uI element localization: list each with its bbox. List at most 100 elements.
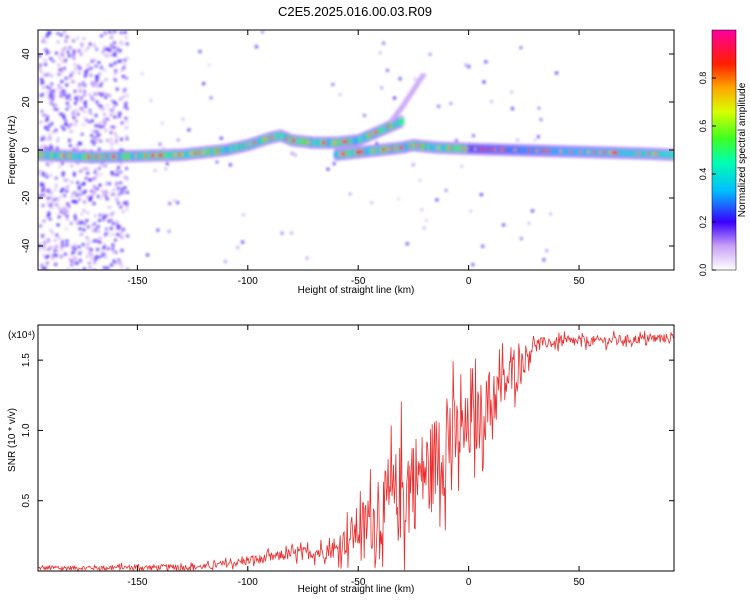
spectrogram-cell bbox=[90, 139, 94, 143]
spectrogram-cell bbox=[66, 178, 70, 182]
spectrogram-cell bbox=[70, 194, 74, 198]
spectrogram-cell bbox=[112, 259, 116, 263]
spectrogram-cell bbox=[89, 189, 93, 193]
spectrogram-cell bbox=[99, 34, 103, 38]
spectrogram-cell bbox=[56, 139, 60, 143]
spectrogram-cell bbox=[95, 174, 99, 178]
spectrogram-cell bbox=[103, 112, 107, 116]
spectrogram-cell bbox=[88, 93, 92, 97]
spectrogram-cell bbox=[110, 99, 114, 103]
spectrogram-cell bbox=[77, 84, 81, 88]
spectrogram-cell bbox=[50, 74, 54, 78]
spectrogram-ytick-label: -40 bbox=[21, 238, 32, 253]
spectrogram-cell bbox=[41, 39, 45, 43]
spectrogram-cell bbox=[42, 73, 46, 77]
spectrogram-cell bbox=[97, 255, 101, 259]
spectrogram-cell bbox=[78, 259, 82, 263]
spectrogram-cell bbox=[61, 113, 65, 117]
spectrogram-cell bbox=[115, 173, 119, 177]
spectrogram-cell bbox=[56, 87, 60, 91]
spectrogram-cell bbox=[82, 228, 86, 232]
spectrogram-cell bbox=[86, 242, 90, 246]
spectrogram-cell bbox=[46, 33, 50, 37]
spectrogram-cell bbox=[85, 219, 89, 223]
spectrogram-cell bbox=[42, 254, 46, 258]
spectrogram-cell bbox=[118, 260, 122, 264]
spectrogram-cell bbox=[397, 197, 401, 201]
spectrogram-cell bbox=[81, 243, 85, 247]
spectrogram-cell bbox=[91, 224, 95, 228]
spectrogram-cell bbox=[78, 221, 82, 225]
spectrogram-cell bbox=[55, 248, 59, 252]
spectrogram-cell bbox=[48, 50, 52, 54]
spectrogram-cell bbox=[510, 107, 514, 111]
spectrogram-cell bbox=[100, 81, 104, 85]
spectrogram-cell bbox=[542, 258, 546, 262]
spectrogram-cell bbox=[42, 247, 46, 251]
spectrogram-cell bbox=[76, 147, 80, 151]
spectrogram-cell bbox=[484, 60, 488, 64]
spectrogram-cell bbox=[118, 189, 122, 193]
spectrogram-cell bbox=[121, 95, 125, 99]
spectrogram-cell bbox=[40, 77, 44, 81]
spectrogram-cell bbox=[83, 116, 87, 120]
snr-ytick-label: 0.5 bbox=[21, 493, 32, 507]
spectrogram-cell bbox=[113, 41, 117, 45]
spectrogram-cell bbox=[454, 138, 458, 142]
spectrogram-cell bbox=[124, 176, 128, 180]
spectrogram-cell bbox=[88, 266, 92, 270]
spectrogram-cell bbox=[219, 136, 223, 140]
spectrogram-cell bbox=[86, 211, 90, 215]
spectrogram-cell bbox=[93, 261, 97, 265]
spectrogram-cell bbox=[83, 101, 87, 105]
colorbar-label: Normalized spectral amplitude bbox=[737, 82, 748, 217]
spectrogram-cell bbox=[89, 195, 93, 199]
spectrogram-cell bbox=[41, 235, 45, 239]
spectrogram-cell bbox=[100, 213, 104, 217]
spectrogram-cell bbox=[45, 175, 49, 179]
spectrogram-cell bbox=[46, 115, 50, 119]
spectrogram-cell bbox=[92, 43, 96, 47]
spectrogram-cell bbox=[48, 97, 52, 101]
spectrogram-cell bbox=[113, 72, 117, 76]
snr-ytick-label: 1.5 bbox=[21, 353, 32, 367]
spectrogram-cell bbox=[87, 261, 91, 265]
spectrogram-cell bbox=[93, 135, 97, 139]
spectrogram-cell bbox=[103, 47, 107, 51]
spectrogram-cell bbox=[47, 212, 51, 216]
spectrogram-cell bbox=[115, 182, 119, 186]
spectrogram-cell bbox=[65, 107, 69, 111]
spectrogram-cell bbox=[74, 67, 78, 71]
spectrogram-cell bbox=[83, 89, 87, 93]
spectrogram-cell bbox=[95, 92, 99, 96]
spectrogram-cell bbox=[140, 72, 144, 76]
spectrogram-cell bbox=[172, 198, 176, 202]
spectrogram-cell bbox=[101, 189, 105, 193]
spectrogram-cell bbox=[79, 169, 83, 173]
spectrogram-cell bbox=[490, 100, 494, 104]
spectrogram-blob bbox=[398, 106, 404, 110]
spectrogram-cell bbox=[75, 98, 79, 102]
spectrogram-cell bbox=[71, 245, 75, 249]
spectrogram-cell bbox=[45, 51, 49, 55]
spectrogram-cell bbox=[92, 189, 96, 193]
spectrogram-cell bbox=[41, 186, 45, 190]
spectrogram-cell bbox=[111, 247, 115, 251]
spectrogram-cell bbox=[115, 139, 119, 143]
spectrogram-cell bbox=[97, 147, 101, 151]
spectrogram-cell bbox=[69, 123, 73, 127]
spectrogram-cell bbox=[46, 254, 50, 258]
spectrogram-cell bbox=[162, 146, 166, 150]
spectrogram-cell bbox=[88, 178, 92, 182]
spectrogram-cell bbox=[118, 261, 122, 265]
spectrogram-blob bbox=[414, 82, 420, 86]
spectrogram-cell bbox=[39, 94, 43, 98]
spectrogram-cell bbox=[98, 213, 102, 217]
spectrogram-cell bbox=[61, 89, 65, 93]
spectrogram-cell bbox=[122, 191, 126, 195]
spectrogram-cell bbox=[57, 63, 61, 67]
spectrogram-cell bbox=[95, 130, 99, 134]
spectrogram-cell bbox=[38, 194, 42, 198]
spectrogram-cell bbox=[59, 94, 63, 98]
spectrogram-cell bbox=[72, 261, 76, 265]
